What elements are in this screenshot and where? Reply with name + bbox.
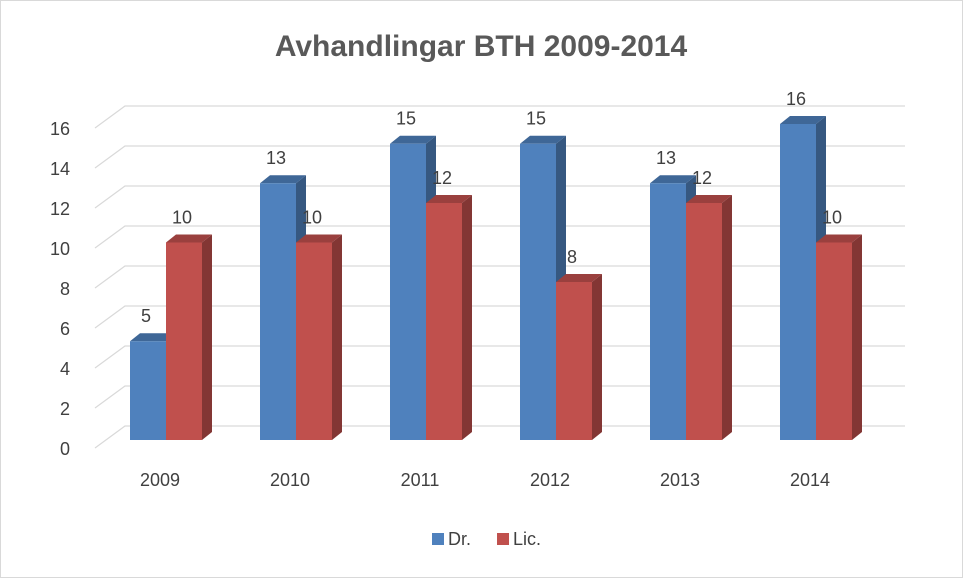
bar: [686, 195, 732, 440]
bar-top: [390, 135, 436, 144]
bar-side: [852, 234, 862, 440]
bar-top: [296, 234, 342, 243]
bar-top: [780, 116, 826, 124]
bar-top: [556, 274, 602, 282]
bar-front: [686, 203, 722, 440]
grid-line: [94, 225, 905, 249]
data-label: 12: [692, 168, 712, 188]
bar: [166, 234, 212, 440]
data-label: 13: [656, 148, 676, 168]
bar-side: [462, 195, 472, 440]
bar-top: [426, 195, 472, 203]
legend-label: Lic.: [513, 529, 541, 549]
data-label: 15: [526, 109, 546, 129]
x-tick-label: 2014: [790, 470, 830, 490]
bar-front: [650, 183, 686, 440]
chart-title: Avhandlingar BTH 2009-2014: [275, 30, 688, 63]
bar-front: [390, 143, 426, 440]
grid-line: [94, 265, 905, 289]
data-label: 15: [396, 109, 416, 129]
legend-label: Dr.: [448, 529, 471, 549]
x-tick-label: 2010: [270, 470, 310, 490]
bar-top: [520, 135, 566, 144]
y-tick-label: 10: [50, 239, 70, 259]
bar: [296, 234, 342, 440]
y-tick-label: 16: [50, 119, 70, 139]
bar-side: [202, 234, 212, 440]
bar: [426, 195, 472, 440]
grid-line: [94, 105, 905, 129]
data-label: 8: [567, 247, 577, 267]
legend-swatch: [432, 533, 444, 545]
data-label: 10: [822, 207, 842, 227]
data-label: 12: [432, 168, 452, 188]
bar-top: [166, 234, 212, 243]
bar-top: [650, 175, 696, 184]
bar-front: [426, 203, 462, 440]
x-tick-label: 2013: [660, 470, 700, 490]
grid-line: [94, 385, 905, 409]
x-tick-label: 2012: [530, 470, 570, 490]
y-tick-label: 14: [50, 159, 70, 179]
data-label: 10: [172, 207, 192, 227]
y-tick-label: 4: [60, 359, 70, 379]
bar-front: [780, 124, 816, 440]
grid-line: [94, 305, 905, 329]
data-label: 5: [141, 306, 151, 326]
y-tick-label: 6: [60, 319, 70, 339]
legend-swatch: [497, 533, 510, 545]
bar-top: [816, 234, 862, 243]
bar-side: [592, 274, 602, 440]
y-tick-label: 0: [60, 439, 70, 459]
bar-front: [296, 242, 332, 440]
y-tick-label: 12: [50, 199, 70, 219]
grid-line: [94, 345, 905, 369]
x-tick-label: 2009: [140, 470, 180, 490]
bar-side: [332, 234, 342, 440]
bar: [816, 234, 862, 440]
y-tick-label: 2: [60, 399, 70, 419]
data-label: 13: [266, 148, 286, 168]
bar-top: [260, 175, 306, 184]
bar-front: [556, 282, 592, 440]
x-tick-label: 2011: [401, 470, 440, 490]
bar-top: [130, 333, 176, 342]
bar-front: [260, 183, 296, 440]
bar-front: [816, 242, 852, 440]
grid-line: [94, 425, 905, 449]
bar: [556, 274, 602, 440]
grid-line: [94, 145, 905, 169]
data-label: 10: [302, 207, 322, 227]
bar-side: [722, 195, 732, 440]
y-tick-label: 8: [60, 279, 70, 299]
bar-front: [130, 341, 166, 440]
bar-front: [520, 143, 556, 440]
bar-front: [166, 242, 202, 440]
data-label: 16: [786, 89, 806, 109]
grid-line: [94, 185, 905, 209]
bar-top: [686, 195, 732, 203]
